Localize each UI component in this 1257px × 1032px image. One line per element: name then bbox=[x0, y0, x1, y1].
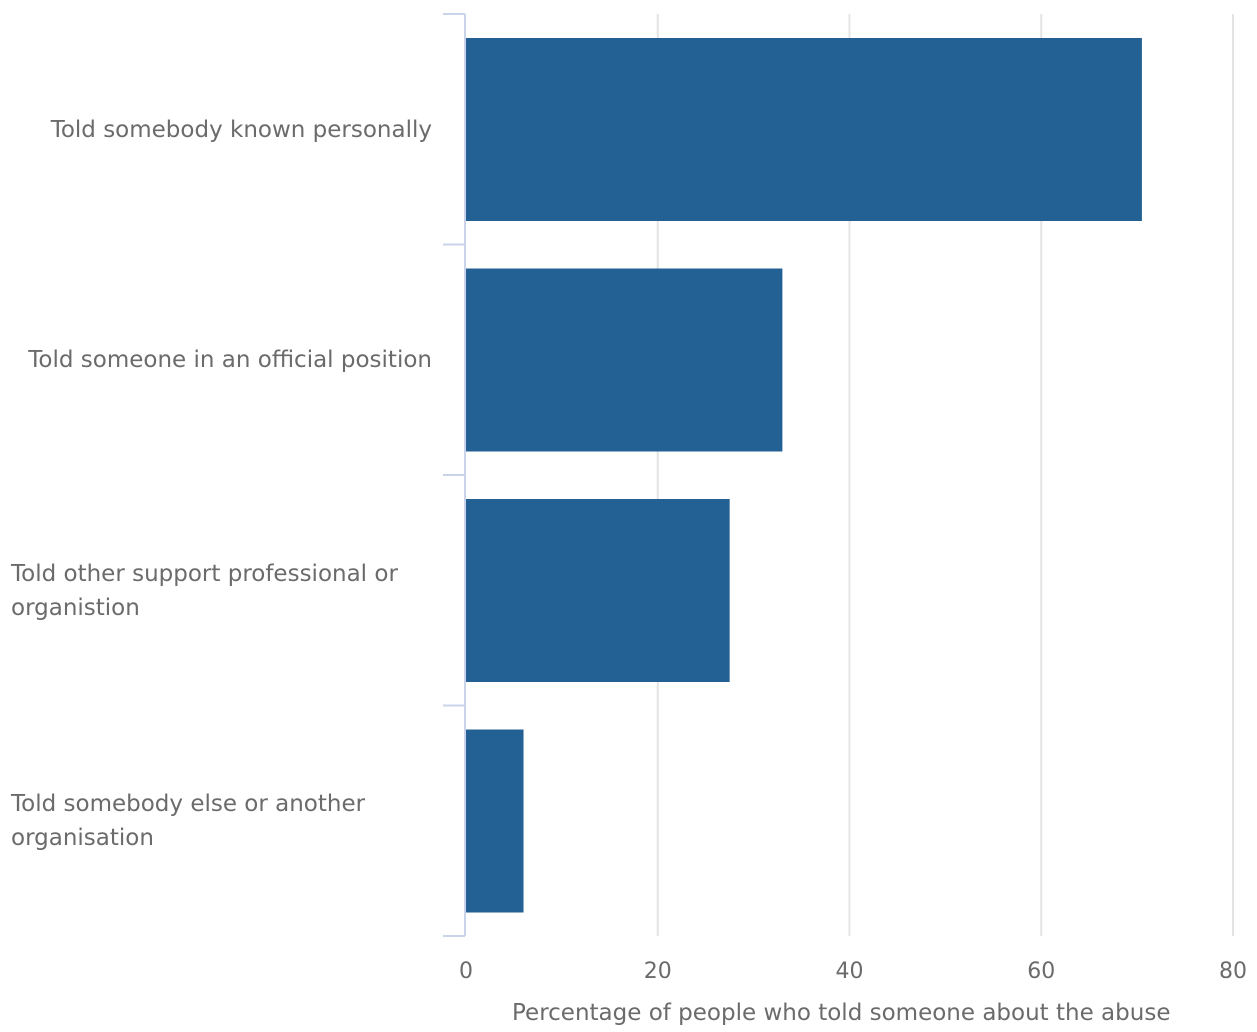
category-label: Told somebody else or another organisati… bbox=[11, 791, 366, 851]
x-tick-label: 0 bbox=[459, 959, 473, 984]
x-tick-label: 20 bbox=[644, 959, 672, 984]
y-axis bbox=[443, 13, 466, 937]
x-tick-label: 60 bbox=[1027, 959, 1055, 984]
category-label: Told other support professional or organ… bbox=[11, 560, 398, 621]
x-tick-label: 40 bbox=[836, 959, 864, 984]
bar-4 bbox=[466, 729, 524, 913]
bars bbox=[466, 38, 1142, 913]
bar-2 bbox=[466, 268, 783, 452]
bar-1 bbox=[466, 38, 1142, 221]
category-label: Told someone in an official position bbox=[28, 347, 432, 373]
x-tick-label: 80 bbox=[1219, 959, 1247, 984]
x-axis-ticks: 0 20 40 60 80 bbox=[459, 959, 1247, 984]
category-label: Told somebody known personally bbox=[50, 116, 432, 143]
x-axis-title: Percentage of people who told someone ab… bbox=[512, 1000, 1171, 1026]
bar-3 bbox=[466, 499, 730, 682]
